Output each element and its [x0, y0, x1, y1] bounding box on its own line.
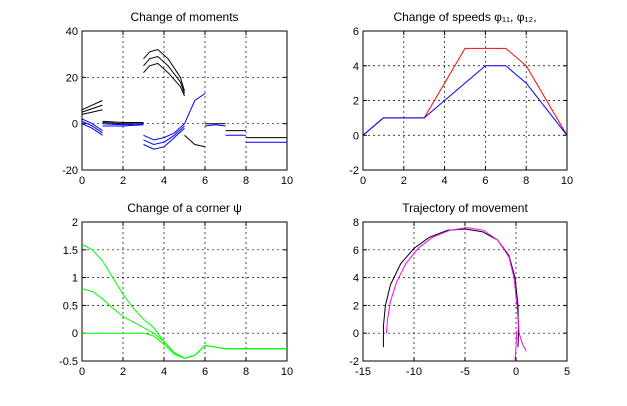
corner-ytick-label: 0.5: [63, 300, 78, 312]
moments-ytick-label: 0: [72, 119, 78, 131]
moments-series-line: [204, 124, 226, 127]
moments-series-line: [102, 123, 144, 126]
moments-series-line: [184, 93, 206, 124]
speeds-xtick-label: 4: [442, 175, 448, 187]
speeds-xtick-label: 6: [482, 175, 488, 187]
speeds-title: Change of speeds φ₁₁, φ₁₂,: [393, 10, 536, 24]
moments-series-line: [82, 118, 103, 132]
moments-series-line: [102, 124, 144, 127]
corner-xtick-label: 0: [79, 366, 85, 378]
trajectory-ytick-label: 8: [353, 217, 359, 229]
moments-ytick-label: 20: [66, 72, 78, 84]
moments-plot-area: [81, 30, 288, 171]
corner-xtick-label: 6: [202, 366, 208, 378]
trajectory-series-line: [386, 227, 527, 352]
moments-xtick-label: 6: [202, 175, 208, 187]
moments-series-line: [82, 104, 103, 113]
trajectory-xtick-label: -10: [406, 366, 422, 378]
corner-ytick-label: 0: [72, 328, 78, 340]
corner-ytick-label: 1.5: [63, 245, 78, 257]
moments-xtick-label: 0: [79, 175, 85, 187]
moments-series-line: [143, 125, 185, 146]
corner-ytick-label: -0.5: [59, 356, 78, 368]
speeds-ytick-label: 4: [353, 61, 359, 73]
corner-ytick-label: 2: [72, 217, 78, 229]
trajectory-xtick-label: 0: [513, 366, 519, 378]
trajectory-xtick-label: -5: [460, 366, 470, 378]
moments-series-line: [143, 48, 185, 92]
trajectory-xtick-label: -15: [355, 366, 371, 378]
trajectory-series-line: [514, 330, 518, 361]
corner-xtick-label: 4: [161, 366, 167, 378]
corner-xtick-label: 2: [120, 366, 126, 378]
moments-series-line: [143, 127, 185, 150]
trajectory-ytick-label: 4: [353, 273, 359, 285]
moments-series-line: [82, 100, 103, 111]
corner-ytick-label: 1: [72, 273, 78, 285]
corner-xtick-label: 8: [243, 366, 249, 378]
corner-plot-area: [81, 221, 288, 362]
speeds-xtick-label: 2: [401, 175, 407, 187]
speeds-xtick-label: 10: [561, 175, 573, 187]
speeds-ytick-label: 6: [353, 26, 359, 38]
moments-ytick-label: -20: [62, 165, 78, 177]
moments-ytick-label: 40: [66, 26, 78, 38]
trajectory-ytick-label: 0: [353, 328, 359, 340]
moments-xtick-label: 10: [281, 175, 293, 187]
trajectory-title: Trajectory of movement: [402, 201, 528, 215]
speeds-ytick-label: -2: [349, 165, 359, 177]
speeds-ytick-label: 0: [353, 130, 359, 142]
moments-series-line: [143, 62, 185, 97]
corner-series-line: [82, 332, 287, 359]
moments-title: Change of moments: [130, 10, 238, 24]
speeds-ytick-label: 2: [353, 96, 359, 108]
trajectory-ytick-label: -2: [349, 356, 359, 368]
moments-xtick-label: 8: [243, 175, 249, 187]
moments-xtick-label: 4: [161, 175, 167, 187]
moments-series-line: [82, 120, 103, 134]
corner-title: Change of a corner ψ: [127, 201, 242, 215]
speeds-series-line: [363, 65, 567, 136]
moments-series-line: [82, 109, 103, 115]
speeds-xtick-label: 8: [523, 175, 529, 187]
moments-series-line: [143, 55, 185, 94]
trajectory-xtick-label: 5: [564, 366, 570, 378]
trajectory-chart: -15 -10 -5 0 5 -2 0 2 4 6 8 Trajectory of movement: [349, 201, 570, 378]
moments-series-line: [143, 123, 185, 141]
corner-xtick-label: 10: [281, 366, 293, 378]
trajectory-ytick-label: 6: [353, 245, 359, 257]
moments-series-line: [82, 123, 103, 136]
speeds-xtick-label: 0: [360, 175, 366, 187]
moments-xtick-label: 2: [120, 175, 126, 187]
moments-series-line: [102, 120, 144, 123]
moments-series-line: [184, 134, 206, 148]
trajectory-ytick-label: 2: [353, 300, 359, 312]
